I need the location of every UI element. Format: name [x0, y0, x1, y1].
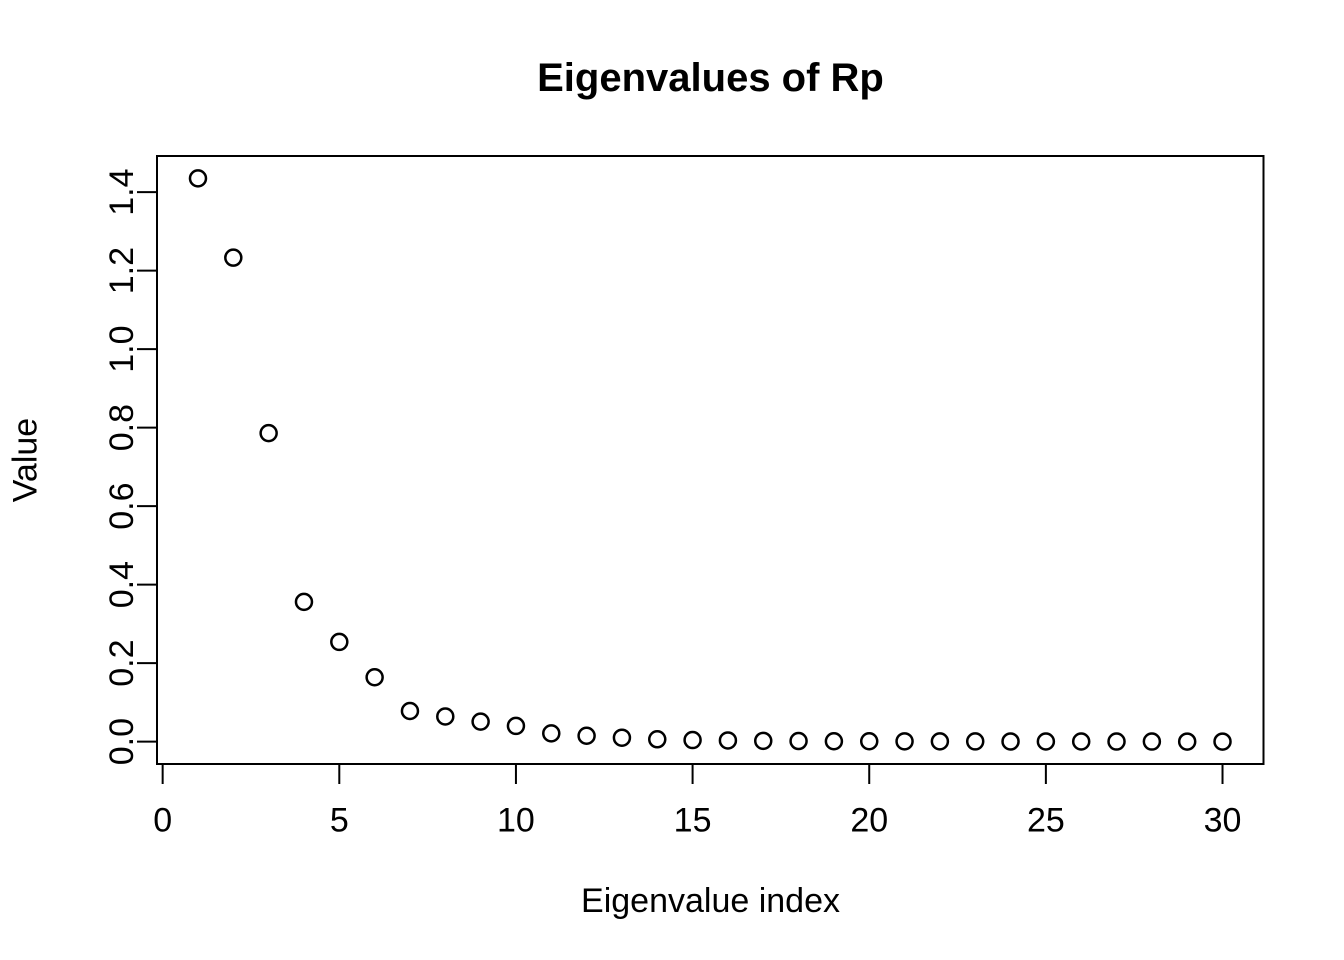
- data-point: [1177, 732, 1197, 751]
- data-point: [330, 632, 349, 652]
- data-point: [542, 724, 561, 743]
- data-point: [471, 712, 490, 731]
- x-tick-label: 20: [850, 802, 888, 840]
- data-point: [683, 730, 702, 750]
- y-tick-label: 1.4: [103, 168, 141, 215]
- data-point: [577, 726, 596, 745]
- data-point: [259, 423, 278, 443]
- data-point: [895, 732, 914, 751]
- x-tick-label: 30: [1204, 802, 1242, 840]
- data-point: [365, 668, 384, 687]
- x-tick-label: 5: [330, 802, 349, 840]
- x-tick-label: 15: [674, 802, 712, 840]
- data-point: [188, 169, 208, 188]
- data-point: [1036, 732, 1056, 751]
- y-axis-title: Value: [6, 417, 45, 503]
- data-point: [965, 732, 985, 751]
- data-point: [1107, 732, 1126, 751]
- x-tick-label: 0: [153, 802, 172, 840]
- data-point: [400, 701, 420, 721]
- y-tick-label: 0.6: [103, 482, 141, 529]
- data-point: [718, 731, 738, 750]
- y-tick-label: 0.4: [103, 561, 141, 608]
- data-point: [753, 731, 773, 751]
- x-axis-title: Eigenvalue index: [581, 882, 840, 920]
- chart-title: Eigenvalues of Rp: [537, 56, 884, 100]
- y-tick-label: 1.2: [103, 247, 141, 294]
- data-point: [506, 716, 526, 736]
- data-point: [1071, 732, 1091, 751]
- data-point: [789, 731, 808, 751]
- data-point: [824, 731, 844, 751]
- y-tick-label: 0.2: [103, 639, 141, 686]
- y-tick-label: 0.8: [103, 404, 141, 451]
- data-point: [612, 728, 632, 747]
- data-point: [859, 731, 879, 751]
- plot-box: [156, 155, 1265, 765]
- data-point: [1142, 732, 1162, 751]
- data-point: [224, 248, 243, 267]
- data-point: [1001, 732, 1020, 751]
- data-point: [648, 730, 667, 749]
- x-tick-label: 10: [497, 802, 535, 840]
- y-tick-label: 0.0: [103, 718, 141, 765]
- data-point: [436, 707, 455, 726]
- y-tick-label: 1.0: [103, 325, 141, 372]
- data-point: [930, 732, 950, 751]
- x-tick-label: 25: [1027, 802, 1065, 840]
- data-point: [294, 592, 314, 612]
- data-point: [1213, 732, 1232, 751]
